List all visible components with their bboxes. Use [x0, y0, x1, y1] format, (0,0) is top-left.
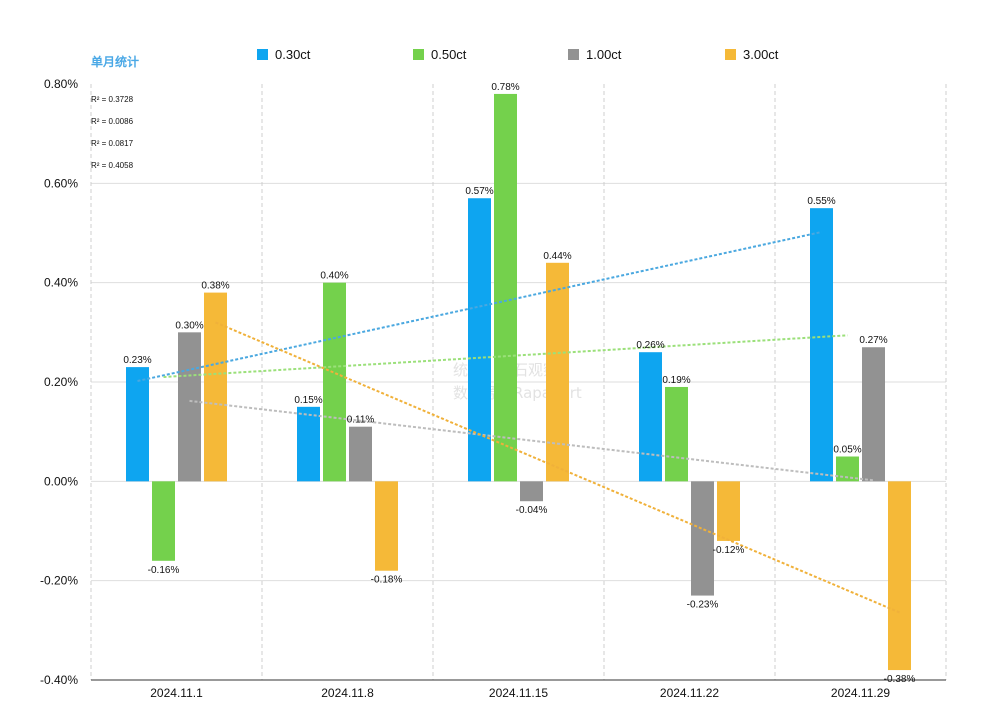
y-tick-label: -0.20% — [40, 574, 78, 588]
bar-0.50ct — [323, 282, 346, 482]
data-label: 0.27% — [859, 335, 887, 346]
trendline-0.30ct — [137, 231, 822, 382]
bar-0.50ct — [494, 93, 517, 482]
bar-1.00ct — [862, 347, 885, 482]
legend-swatch-1.00ct — [568, 49, 579, 60]
data-label: 0.23% — [123, 355, 151, 366]
bars — [126, 93, 911, 671]
legend-swatch-0.30ct — [257, 49, 268, 60]
y-tick-label: 0.40% — [44, 276, 78, 290]
bar-0.30ct — [297, 406, 320, 482]
r-squared-labels: R² = 0.3728 R² = 0.0086 R² = 0.0817 R² = 0.… — [91, 95, 134, 170]
bar-3.00ct — [888, 481, 911, 671]
r-squared-label: R² = 0.0086 — [91, 117, 134, 126]
x-axis: 2024.11.1 2024.11.8 2024.11.15 2024.11.22 20… — [91, 679, 946, 700]
grid — [90, 84, 947, 680]
trendline-3.00ct — [215, 321, 900, 614]
bar-3.00ct — [375, 481, 398, 571]
data-label: 0.15% — [294, 395, 322, 406]
y-tick-label: 0.00% — [44, 474, 78, 488]
data-label: -0.18% — [371, 575, 403, 586]
data-labels: 0.23% 0.15% 0.57% 0.26% 0.55% -0.16% 0.40% 0.78… — [123, 82, 915, 685]
trendlines — [137, 231, 900, 614]
data-label: 0.57% — [465, 186, 493, 197]
bar-0.30ct — [468, 198, 491, 482]
r-squared-label: R² = 0.4058 — [91, 161, 134, 170]
data-label: 0.44% — [543, 251, 571, 262]
data-label: 0.38% — [201, 281, 229, 292]
data-label: -0.23% — [687, 600, 719, 611]
chart-title: 单月统计 — [91, 54, 139, 69]
x-tick-label: 2024.11.15 — [489, 686, 548, 700]
r-squared-label: R² = 0.0817 — [91, 139, 134, 148]
trendline-0.50ct — [163, 334, 848, 379]
legend-swatch-0.50ct — [413, 49, 424, 60]
legend-label: 3.00ct — [743, 47, 779, 62]
data-label: 0.30% — [175, 320, 203, 331]
bar-1.00ct — [349, 426, 372, 482]
data-label: 0.11% — [347, 415, 375, 426]
data-label: 0.55% — [807, 196, 835, 207]
data-label: -0.12% — [713, 545, 745, 556]
x-tick-label: 2024.11.1 — [150, 686, 203, 700]
bar-3.00ct — [717, 481, 740, 541]
x-tick-label: 2024.11.8 — [321, 686, 374, 700]
data-label: -0.38% — [884, 674, 916, 685]
bar-0.50ct — [665, 386, 688, 482]
y-tick-label: 0.80% — [44, 77, 78, 91]
bar-3.00ct — [204, 292, 227, 482]
data-label: 0.78% — [491, 82, 519, 93]
legend-swatch-3.00ct — [725, 49, 736, 60]
legend-label: 0.30ct — [275, 47, 311, 62]
x-tick-label: 2024.11.29 — [831, 686, 890, 700]
bar-0.30ct — [126, 367, 149, 482]
data-label: 0.40% — [320, 271, 348, 282]
bar-0.50ct — [836, 456, 859, 482]
legend: 0.30ct 0.50ct 1.00ct 3.00ct — [257, 47, 779, 62]
data-label: -0.16% — [148, 565, 180, 576]
r-squared-label: R² = 0.3728 — [91, 95, 134, 104]
legend-label: 1.00ct — [586, 47, 622, 62]
bar-0.50ct — [152, 481, 175, 561]
bar-0.30ct — [639, 352, 662, 482]
data-label: -0.04% — [516, 505, 548, 516]
y-tick-label: 0.20% — [44, 375, 78, 389]
y-tick-label: 0.60% — [44, 176, 78, 190]
y-axis: 0.80% 0.60% 0.40% 0.20% 0.00% -0.20% -0.40% — [40, 77, 78, 687]
bar-1.00ct — [178, 332, 201, 482]
data-label: 0.05% — [833, 445, 861, 456]
legend-label: 0.50ct — [431, 47, 467, 62]
x-tick-label: 2024.11.22 — [660, 686, 719, 700]
data-label: 0.26% — [636, 340, 664, 351]
bar-1.00ct — [520, 481, 543, 502]
bar-1.00ct — [691, 481, 714, 596]
y-tick-label: -0.40% — [40, 673, 78, 687]
trendline-1.00ct — [189, 399, 874, 482]
bar-0.30ct — [810, 208, 833, 482]
bar-3.00ct — [546, 262, 569, 482]
data-label: 0.19% — [662, 375, 690, 386]
